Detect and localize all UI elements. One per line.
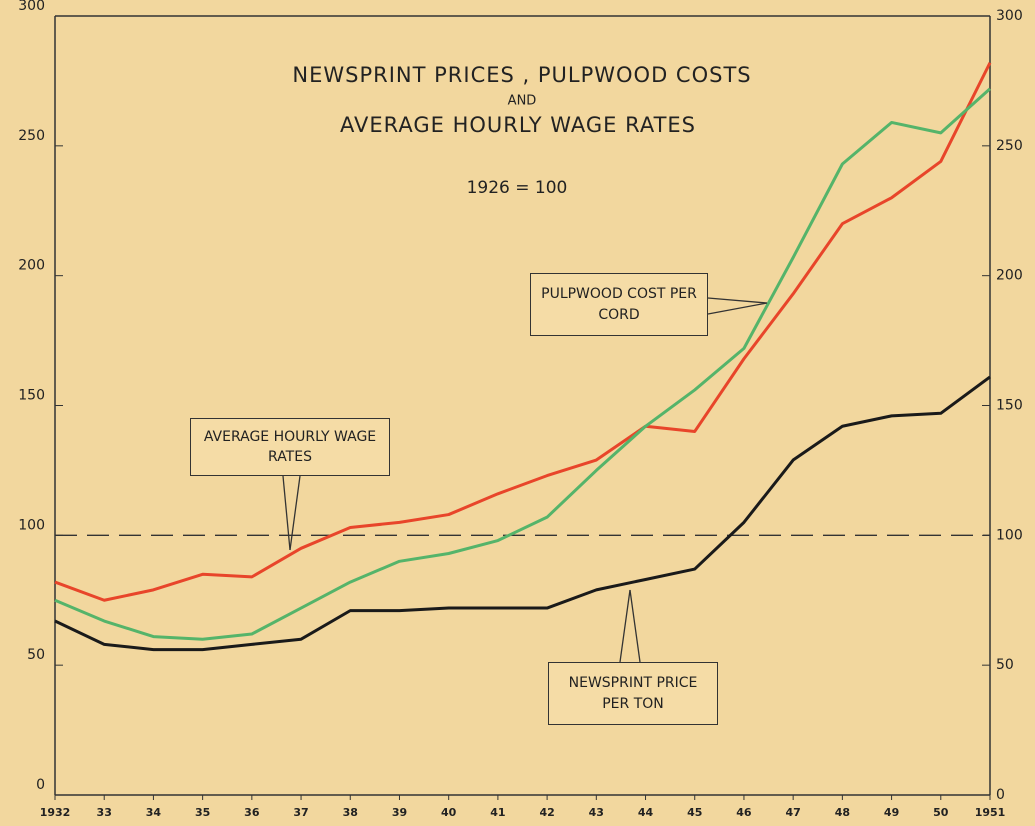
x-tick-label: 36: [244, 806, 260, 819]
x-tick-label: 40: [441, 806, 457, 819]
y2-tick-label: 300: [996, 8, 1023, 24]
y-tick-label: 100: [18, 517, 45, 533]
x-tick-label: 47: [786, 806, 801, 819]
legend-pointer: [282, 475, 291, 551]
y-tick-label: 250: [18, 128, 45, 144]
x-tick-label: 48: [835, 806, 850, 819]
legend-pointer: [629, 589, 641, 663]
subtitle: 1926 = 100: [467, 178, 568, 198]
x-tick-label: 42: [539, 806, 554, 819]
y-tick-label: 0: [36, 777, 45, 793]
x-tick-label: 45: [687, 806, 702, 819]
x-tick-label: 1951: [975, 806, 1006, 819]
x-tick-label: 41: [490, 806, 505, 819]
legend-box: PULPWOOD COST PER CORD: [530, 273, 708, 336]
legend-pointer: [707, 302, 768, 315]
x-tick-label: 34: [146, 806, 162, 819]
legend-label: AVERAGE HOURLY WAGE RATES: [190, 418, 390, 476]
series-line: [54, 375, 991, 652]
title-line: AND: [508, 94, 537, 109]
legend-pointer: [289, 475, 301, 551]
title-line: NEWSPRINT PRICES , PULPWOOD COSTS: [292, 63, 751, 87]
x-tick-label: 46: [736, 806, 752, 819]
legend-box: NEWSPRINT PRICE PER TON: [548, 662, 718, 725]
y2-tick-label: 150: [996, 398, 1023, 414]
legend-label: PULPWOOD COST PER CORD: [530, 273, 708, 336]
legend-label: NEWSPRINT PRICE PER TON: [548, 662, 718, 725]
series-line: [54, 62, 992, 602]
title-line: AVERAGE HOURLY WAGE RATES: [340, 113, 696, 137]
x-tick-label: 37: [293, 806, 308, 819]
x-tick-label: 38: [343, 806, 358, 819]
y2-tick-label: 50: [996, 657, 1014, 673]
x-tick-label: 50: [933, 806, 949, 819]
x-tick-label: 1932: [40, 806, 71, 819]
x-tick-label: 44: [638, 806, 654, 819]
y2-tick-label: 200: [996, 268, 1023, 284]
x-tick-label: 33: [97, 806, 112, 819]
y-tick-label: 200: [18, 258, 45, 274]
y2-tick-label: 0: [996, 787, 1005, 803]
x-tick-label: 39: [392, 806, 407, 819]
legend-box: AVERAGE HOURLY WAGE RATES: [190, 418, 390, 476]
y2-tick-label: 100: [996, 527, 1023, 543]
y-tick-label: 150: [18, 388, 45, 404]
y2-tick-label: 250: [996, 138, 1023, 154]
legend-pointer: [707, 297, 768, 304]
y-tick-label: 300: [18, 0, 45, 14]
series-line: [54, 87, 992, 641]
legend-pointer: [619, 589, 631, 663]
y-tick-label: 50: [27, 647, 45, 663]
x-tick-label: 43: [589, 806, 604, 819]
x-tick-label: 35: [195, 806, 210, 819]
x-tick-label: 49: [884, 806, 899, 819]
